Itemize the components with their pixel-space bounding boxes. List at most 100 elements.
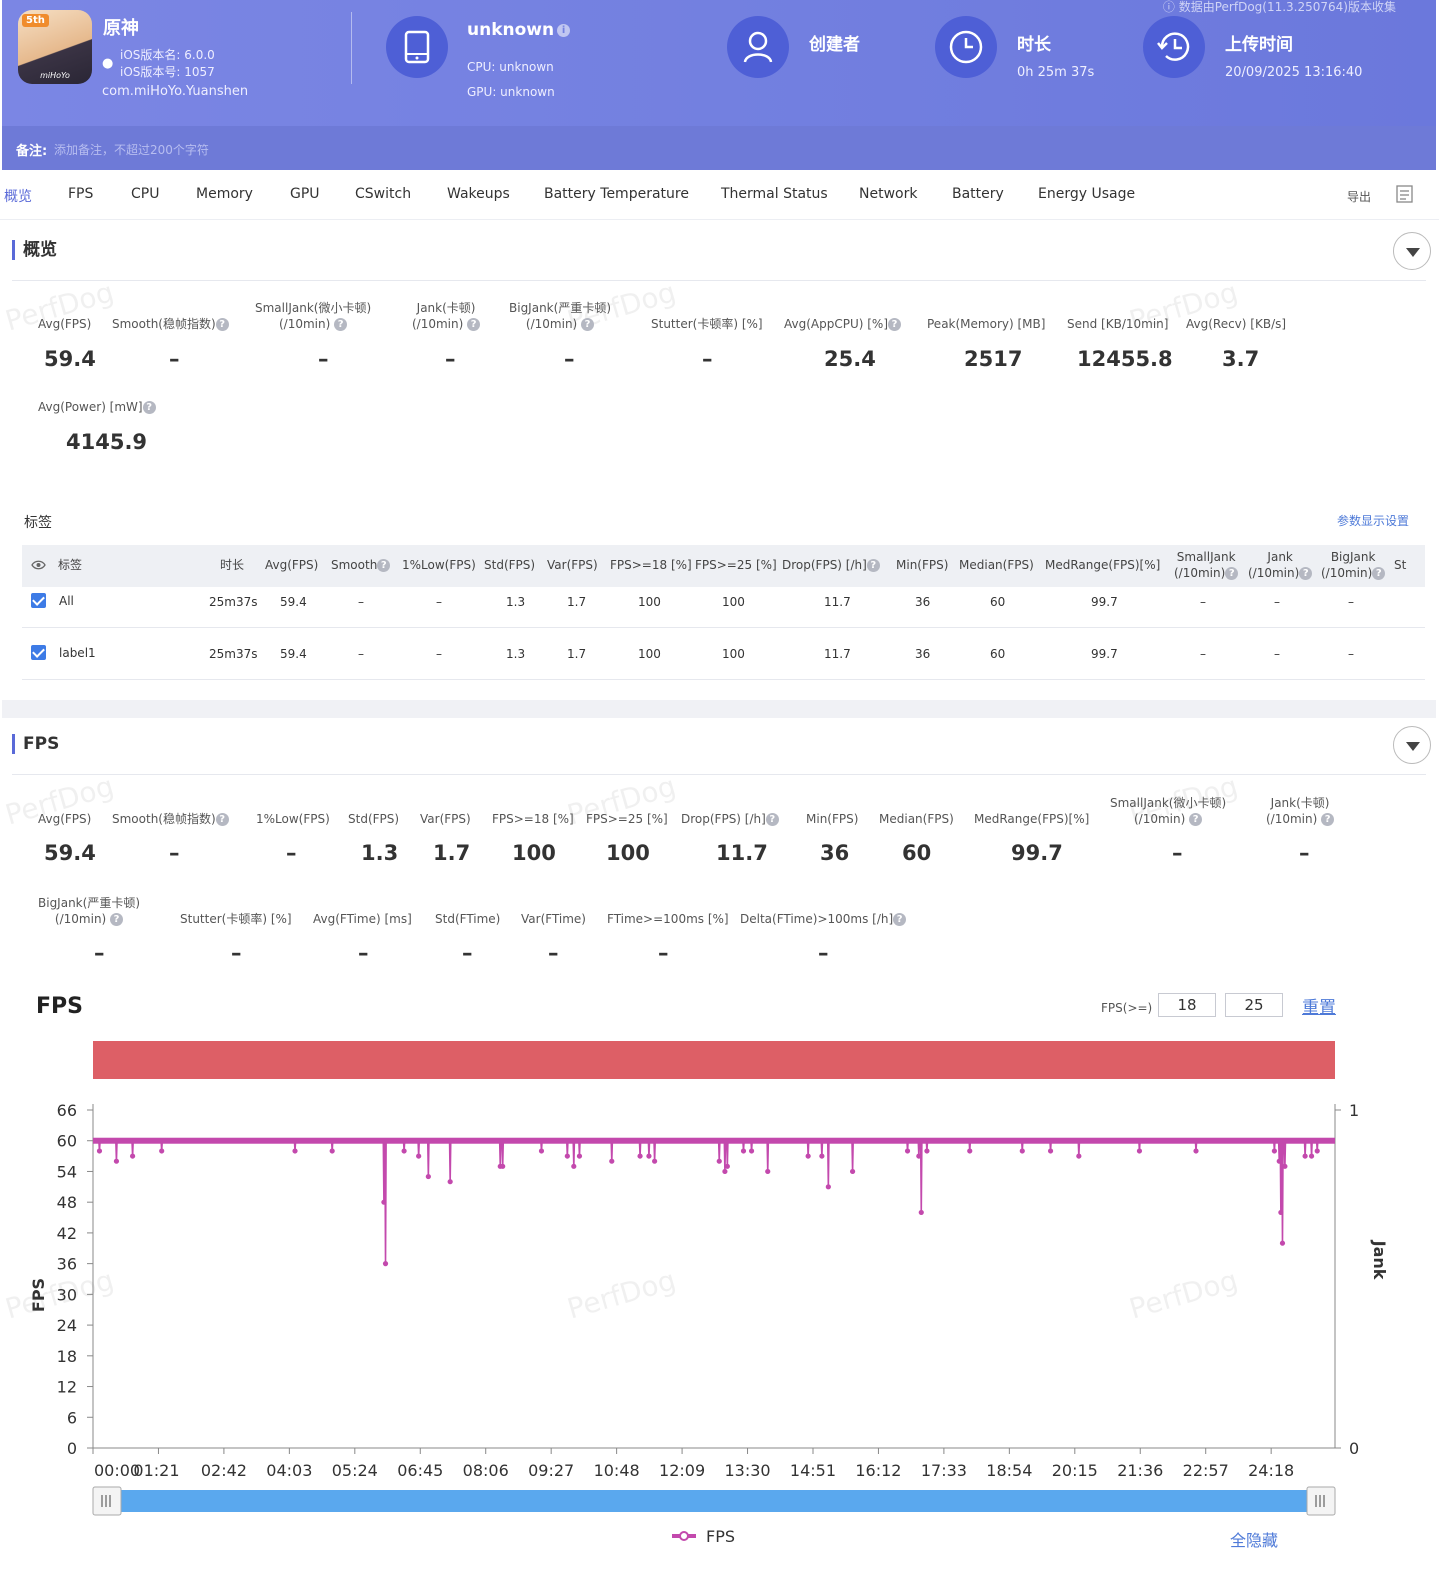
table-cell: 99.7 bbox=[1091, 647, 1118, 661]
x-tick-label: 09:27 bbox=[528, 1461, 574, 1480]
fps-data-point bbox=[967, 1148, 973, 1154]
metric-label: SmallJank(微小卡顿) (/10min) ? bbox=[1110, 795, 1226, 827]
help-icon[interactable]: ? bbox=[888, 318, 902, 331]
fps-threshold-input-2[interactable]: 25 bbox=[1225, 993, 1283, 1017]
tab-overview[interactable]: 概览 bbox=[4, 189, 32, 205]
export-icon[interactable] bbox=[1395, 184, 1415, 204]
tab-cswitch[interactable]: CSwitch bbox=[355, 186, 412, 202]
tab-cpu[interactable]: CPU bbox=[131, 186, 160, 202]
metric-label-line2: (/10min) bbox=[1266, 812, 1318, 826]
hide-all-button[interactable]: 全隐藏 bbox=[1230, 1531, 1279, 1550]
table-header-cell[interactable]: St bbox=[1394, 557, 1406, 573]
table-header-cell[interactable]: Min(FPS) bbox=[896, 557, 948, 573]
reset-button[interactable]: 重置 bbox=[1302, 998, 1336, 1018]
tab-wakeups[interactable]: Wakeups bbox=[447, 186, 510, 202]
metric-value: – bbox=[462, 941, 473, 965]
fps-threshold-input-1[interactable]: 18 bbox=[1158, 993, 1216, 1017]
device-cpu: CPU: unknown bbox=[467, 60, 554, 74]
help-icon[interactable]: ? bbox=[1189, 813, 1203, 826]
metric-value: 4145.9 bbox=[66, 430, 148, 454]
metric-label-text: Avg(Recv) [KB/s] bbox=[1186, 317, 1287, 331]
metric-value: – bbox=[358, 941, 369, 965]
tab-battery-temperature[interactable]: Battery Temperature bbox=[544, 186, 689, 202]
table-header-cell[interactable]: Drop(FPS) [/h]? bbox=[782, 557, 880, 573]
metric-value: 100 bbox=[606, 841, 650, 865]
metric-label-text: Median(FPS) bbox=[879, 812, 954, 826]
table-header-cell[interactable]: Avg(FPS) bbox=[265, 557, 318, 573]
table-header-cell[interactable]: Var(FPS) bbox=[547, 557, 598, 573]
table-header-cell[interactable]: Jank (/10min)? bbox=[1248, 549, 1313, 581]
fps-data-point bbox=[1302, 1153, 1308, 1159]
table-header-cell[interactable]: SmallJank (/10min)? bbox=[1174, 549, 1239, 581]
slider-handle-left[interactable] bbox=[92, 1486, 122, 1516]
tab-fps[interactable]: FPS bbox=[68, 186, 94, 202]
tab-battery[interactable]: Battery bbox=[952, 186, 1004, 202]
table-header-cell[interactable]: 时长 bbox=[220, 557, 244, 573]
tab-gpu[interactable]: GPU bbox=[290, 186, 320, 202]
display-settings-link[interactable]: 参数显示设置 bbox=[1336, 514, 1409, 528]
table-header-cell[interactable]: Std(FPS) bbox=[484, 557, 535, 573]
fps-data-point bbox=[447, 1179, 453, 1185]
help-icon[interactable]: ? bbox=[215, 813, 229, 826]
header-text: 时长 bbox=[220, 558, 245, 572]
table-header-cell[interactable]: 1%Low(FPS) bbox=[402, 557, 476, 573]
legend-fps-label[interactable]: FPS bbox=[706, 1527, 735, 1546]
help-icon[interactable]: ? bbox=[1372, 567, 1386, 580]
table-row: label1 25m37s 59.4 – – 1.3 1.7 100 100 11.7 36 60 99… bbox=[22, 628, 1425, 680]
eye-icon[interactable] bbox=[31, 559, 46, 571]
info-icon[interactable]: i bbox=[557, 23, 571, 37]
note-input[interactable]: 添加备注，不超过200个字符 bbox=[54, 143, 209, 157]
y2-tick-label: 1 bbox=[1349, 1101, 1359, 1120]
fps-data-point bbox=[1276, 1158, 1282, 1164]
overview-collapse-button[interactable] bbox=[1393, 232, 1431, 270]
table-header-cell[interactable]: Median(FPS) bbox=[959, 557, 1034, 573]
help-icon[interactable]: ? bbox=[1299, 567, 1313, 580]
table-cell: 25m37s bbox=[209, 647, 258, 661]
help-icon[interactable]: ? bbox=[765, 813, 779, 826]
help-icon[interactable]: ? bbox=[893, 913, 907, 926]
table-header-cell[interactable]: FPS>=18 [%] bbox=[610, 557, 692, 573]
help-icon[interactable]: ? bbox=[866, 559, 880, 572]
metric-label: Std(FPS) bbox=[348, 811, 399, 827]
metric-label: 1%Low(FPS) bbox=[256, 811, 330, 827]
table-header-cell[interactable]: FPS>=25 [%] bbox=[695, 557, 777, 573]
header-unit: (/10min) bbox=[1248, 566, 1300, 580]
help-icon[interactable]: ? bbox=[1321, 813, 1335, 826]
metric-value: – bbox=[445, 347, 456, 371]
metric-value: – bbox=[702, 347, 713, 371]
fps-collapse-button[interactable] bbox=[1393, 726, 1431, 764]
help-icon[interactable]: ? bbox=[581, 318, 595, 331]
fps-data-point bbox=[904, 1148, 911, 1154]
tab-network[interactable]: Network bbox=[859, 186, 918, 202]
header-text: Var(FPS) bbox=[547, 558, 598, 572]
x-tick-label: 00:00 bbox=[94, 1461, 140, 1480]
row-checkbox[interactable] bbox=[31, 593, 46, 608]
fps-data-point bbox=[646, 1153, 652, 1159]
header-text: MedRange(FPS)[%] bbox=[1045, 558, 1161, 572]
help-icon[interactable]: ? bbox=[377, 559, 391, 572]
header-unit: (/10min) bbox=[1321, 566, 1373, 580]
help-icon[interactable]: ? bbox=[467, 318, 481, 331]
tab-thermal-status[interactable]: Thermal Status bbox=[721, 186, 828, 202]
metric-label-line2: (/10min) bbox=[279, 317, 331, 331]
table-header-cell[interactable]: MedRange(FPS)[%] bbox=[1045, 557, 1160, 573]
help-icon[interactable]: ? bbox=[1225, 567, 1239, 580]
slider-handle-right[interactable] bbox=[1306, 1486, 1336, 1516]
creator-label: 创建者 bbox=[809, 35, 860, 55]
row-checkbox[interactable] bbox=[31, 645, 46, 660]
help-icon[interactable]: ? bbox=[215, 318, 229, 331]
metric-label-line1: BigJank(严重卡顿) bbox=[509, 301, 611, 315]
y-tick-label: 36 bbox=[57, 1255, 77, 1274]
metric-label-text: Smooth(稳帧指数) bbox=[112, 812, 216, 826]
help-icon[interactable]: ? bbox=[110, 913, 124, 926]
table-header-cell[interactable]: 标签 bbox=[58, 557, 82, 573]
tab-memory[interactable]: Memory bbox=[196, 186, 253, 202]
metric-label: Avg(AppCPU) [%]? bbox=[784, 316, 902, 332]
help-icon[interactable]: ? bbox=[142, 401, 156, 414]
export-button[interactable]: 导出 bbox=[1346, 190, 1371, 204]
tab-energy-usage[interactable]: Energy Usage bbox=[1038, 186, 1136, 202]
help-icon[interactable]: ? bbox=[334, 318, 348, 331]
table-header-cell[interactable]: BigJank (/10min)? bbox=[1321, 549, 1386, 581]
table-header-cell[interactable]: Smooth? bbox=[331, 557, 391, 573]
